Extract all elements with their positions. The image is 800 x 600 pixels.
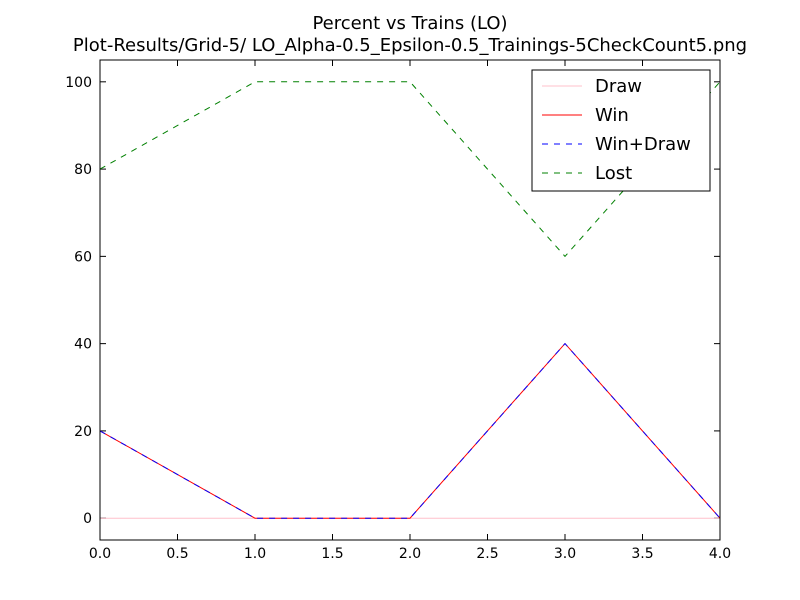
legend-label: Win+Draw <box>595 134 691 155</box>
y-tick-label: 100 <box>65 75 92 91</box>
legend-label: Draw <box>595 76 642 97</box>
y-tick-label: 80 <box>74 162 92 178</box>
x-tick-label: 1.5 <box>321 546 343 562</box>
legend-label: Win <box>595 105 629 126</box>
x-axis: 0.0 0.5 1.0 1.5 2.0 2.5 3.0 3.5 4.0 <box>89 60 731 562</box>
y-tick-label: 40 <box>74 337 92 353</box>
x-tick-label: 0.0 <box>89 546 111 562</box>
legend-label: Lost <box>595 163 632 184</box>
x-tick-label: 4.0 <box>709 546 731 562</box>
series-line-win <box>99 342 721 519</box>
plot-frame <box>99 59 721 541</box>
y-axis: 0 20 40 60 80 100 <box>65 75 720 527</box>
series-lines <box>99 81 721 519</box>
x-tick-label: 2.0 <box>399 546 421 562</box>
x-tick-label: 0.5 <box>166 546 188 562</box>
y-tick-label: 20 <box>74 424 92 440</box>
x-tick-label: 3.0 <box>554 546 576 562</box>
y-tick-label: 60 <box>74 249 92 265</box>
x-tick-label: 2.5 <box>476 546 498 562</box>
x-tick-label: 3.5 <box>631 546 653 562</box>
y-tick-label: 0 <box>83 511 92 527</box>
chart-title-line1: Percent vs Trains (LO) <box>312 13 507 34</box>
x-tick-label: 1.0 <box>244 546 266 562</box>
legend: Draw Win Win+Draw Lost <box>531 69 711 192</box>
chart-title-line2: Plot-Results/Grid-5/ LO_Alpha-0.5_Epsilo… <box>73 35 747 56</box>
legend-box <box>531 69 711 192</box>
